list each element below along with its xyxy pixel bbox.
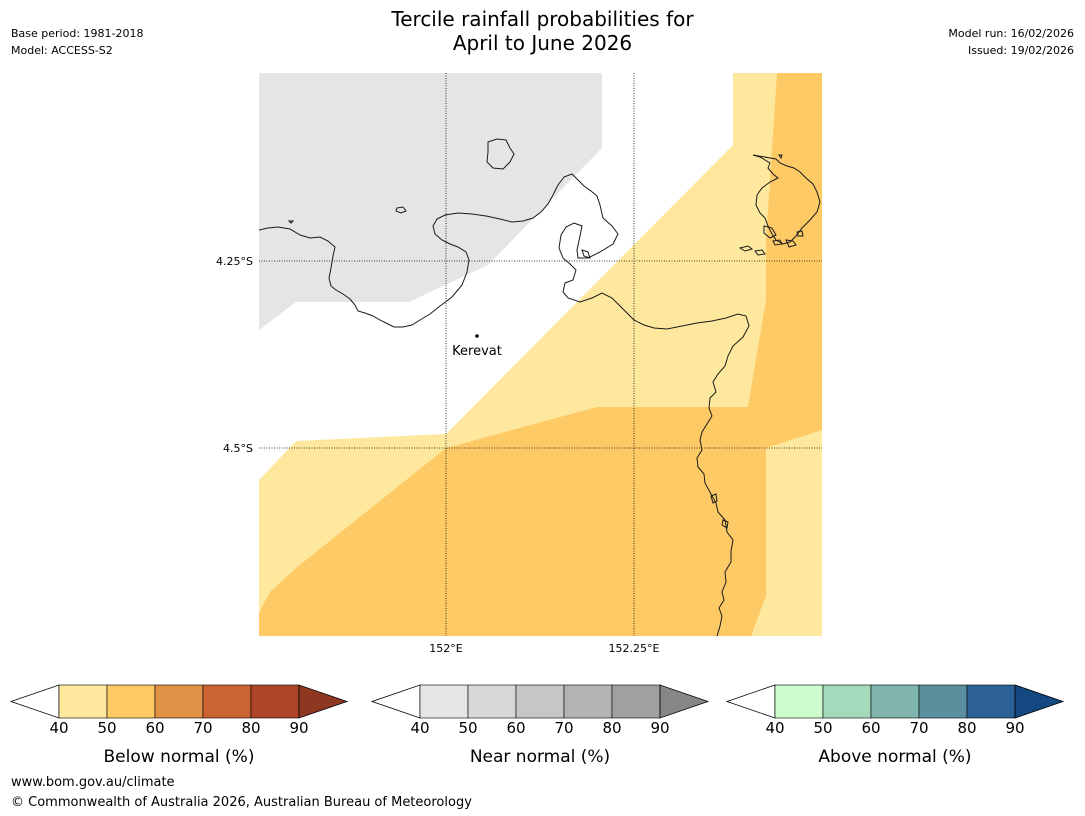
below-normal-colorbar-tick-label: 80 [241, 719, 260, 737]
below-normal-colorbar-low-extension [9, 684, 60, 719]
above-normal-colorbar-segment [774, 684, 824, 719]
above-normal-colorbar-tick-label: 80 [957, 719, 976, 737]
lat-label-4.25: 4.25°S [216, 255, 253, 268]
issued-label: Issued: 19/02/2026 [967, 44, 1074, 57]
below-normal-colorbar-high-extension [298, 684, 349, 719]
lat-label-4.5: 4.5°S [223, 442, 253, 455]
lon-label-152.25: 152.25°E [609, 642, 660, 655]
title-line-1: Tercile rainfall probabilities for [391, 7, 694, 31]
above-normal-colorbar-tick-label: 50 [813, 719, 832, 737]
above-normal-colorbar: 40 50 60 70 80 90 Above normal (%) [725, 684, 1065, 767]
near-normal-colorbar-segment [563, 684, 613, 719]
below-normal-colorbar-tick-label: 50 [97, 719, 116, 737]
near-normal-colorbar-tick-label: 40 [410, 719, 429, 737]
below-normal-colorbar-segment [250, 684, 300, 719]
near-normal-colorbar-tick-label: 70 [554, 719, 573, 737]
below-normal-colorbar-segment [58, 684, 108, 719]
above-normal-colorbar-segment [822, 684, 872, 719]
above-normal-colorbar-low-extension [725, 684, 776, 719]
near-normal-colorbar-caption: Near normal (%) [470, 747, 610, 767]
below-normal-50-region-east [748, 73, 822, 448]
above-normal-colorbar-tick-label: 40 [765, 719, 784, 737]
above-normal-colorbar-tick-label: 90 [1005, 719, 1024, 737]
coastline [259, 138, 821, 636]
above-normal-colorbar-tick-label: 60 [861, 719, 880, 737]
above-normal-colorbar-segment [918, 684, 968, 719]
above-normal-colorbar-caption: Above normal (%) [818, 747, 971, 767]
model-label: Model: ACCESS-S2 [11, 44, 113, 57]
below-normal-colorbar-tick-label: 90 [289, 719, 308, 737]
above-normal-colorbar-tick-label: 70 [909, 719, 928, 737]
near-normal-colorbar-tick-label: 90 [650, 719, 669, 737]
base-period-label: Base period: 1981-2018 [11, 27, 144, 40]
below-normal-50-region-lower [259, 407, 766, 636]
footer-url: www.bom.gov.au/climate [11, 775, 175, 790]
near-normal-colorbar-segment [515, 684, 565, 719]
below-normal-colorbar-segment [202, 684, 252, 719]
probability-map: Kerevat 4.25°S 4.5°S 152°E 152.25°E [216, 73, 822, 655]
lon-label-152: 152°E [429, 642, 462, 655]
below-normal-colorbar: 40 50 60 70 80 90 Below normal (%) [9, 684, 349, 767]
near-normal-colorbar-segment [467, 684, 517, 719]
below-normal-colorbar-segment [106, 684, 156, 719]
model-run-label: Model run: 16/02/2026 [948, 27, 1074, 40]
place-label-kerevat: Kerevat [452, 344, 502, 359]
above-normal-colorbar-segment [870, 684, 920, 719]
title-line-2: April to June 2026 [452, 31, 633, 55]
above-normal-colorbar-segment [966, 684, 1016, 719]
near-normal-colorbar-low-extension [370, 684, 421, 719]
kerevat-marker [475, 334, 479, 338]
near-normal-colorbar-tick-label: 60 [506, 719, 525, 737]
below-normal-colorbar-segment [154, 684, 204, 719]
below-normal-colorbar-tick-label: 40 [49, 719, 68, 737]
below-normal-colorbar-tick-label: 60 [145, 719, 164, 737]
near-normal-colorbar-segment [419, 684, 469, 719]
near-normal-colorbar-tick-label: 80 [602, 719, 621, 737]
near-normal-colorbar-tick-label: 50 [458, 719, 477, 737]
chart-title: Tercile rainfall probabilities for April… [0, 7, 1085, 55]
footer-copyright: © Commonwealth of Australia 2026, Austra… [11, 795, 472, 810]
below-normal-colorbar-tick-label: 70 [193, 719, 212, 737]
near-normal-colorbar: 40 50 60 70 80 90 Near normal (%) [370, 684, 710, 767]
above-normal-colorbar-high-extension [1014, 684, 1065, 719]
near-normal-colorbar-high-extension [659, 684, 710, 719]
near-normal-40-region [259, 73, 602, 330]
near-normal-colorbar-segment [611, 684, 661, 719]
below-normal-colorbar-caption: Below normal (%) [104, 747, 255, 767]
